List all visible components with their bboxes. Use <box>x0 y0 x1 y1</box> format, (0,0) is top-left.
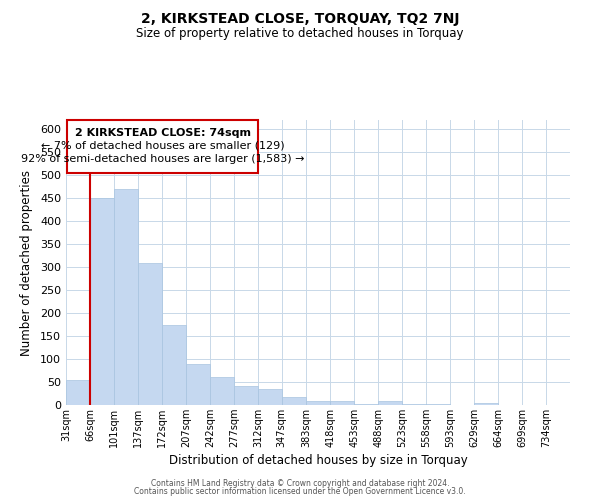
Text: 2 KIRKSTEAD CLOSE: 74sqm: 2 KIRKSTEAD CLOSE: 74sqm <box>74 128 251 138</box>
Bar <box>186 364 210 405</box>
Text: Contains public sector information licensed under the Open Government Licence v3: Contains public sector information licen… <box>134 487 466 496</box>
Bar <box>139 262 162 405</box>
Text: ← 7% of detached houses are smaller (129): ← 7% of detached houses are smaller (129… <box>41 140 284 150</box>
Bar <box>258 389 282 405</box>
X-axis label: Distribution of detached houses by size in Torquay: Distribution of detached houses by size … <box>169 454 467 467</box>
Bar <box>402 404 426 405</box>
Y-axis label: Number of detached properties: Number of detached properties <box>20 170 33 356</box>
Text: Contains HM Land Registry data © Crown copyright and database right 2024.: Contains HM Land Registry data © Crown c… <box>151 478 449 488</box>
Bar <box>210 378 234 405</box>
Bar <box>234 386 258 405</box>
Bar <box>378 401 402 405</box>
Bar <box>475 403 498 405</box>
Bar <box>90 198 114 405</box>
Text: Size of property relative to detached houses in Torquay: Size of property relative to detached ho… <box>136 28 464 40</box>
Bar <box>330 401 354 405</box>
Bar <box>162 324 186 405</box>
Bar <box>354 404 378 405</box>
Bar <box>66 380 90 405</box>
Bar <box>114 189 138 405</box>
Bar <box>307 402 330 405</box>
Text: 2, KIRKSTEAD CLOSE, TORQUAY, TQ2 7NJ: 2, KIRKSTEAD CLOSE, TORQUAY, TQ2 7NJ <box>141 12 459 26</box>
Bar <box>426 404 450 405</box>
FancyBboxPatch shape <box>67 120 258 173</box>
Text: 92% of semi-detached houses are larger (1,583) →: 92% of semi-detached houses are larger (… <box>21 154 304 164</box>
Bar <box>282 397 306 405</box>
